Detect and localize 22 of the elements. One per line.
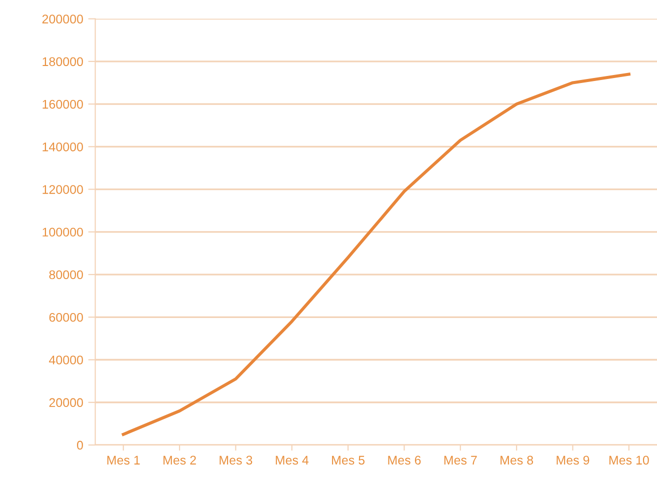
x-tick-label: Mes 1 [107, 456, 140, 465]
x-tick-label: Mes 2 [164, 456, 196, 465]
y-tick-label: 160000 [42, 100, 83, 109]
y-tick-label: 20000 [49, 398, 83, 408]
x-tick-label: Mes 9 [556, 456, 590, 465]
y-tick-label: 180000 [42, 57, 83, 66]
y-tick-label: 200000 [42, 14, 83, 24]
y-tick-label: 60000 [49, 312, 83, 322]
y-tick-label: 80000 [49, 270, 83, 280]
y-tick-label: 120000 [42, 185, 83, 194]
x-tick-label: Mes 4 [276, 456, 309, 465]
y-tick-label: 100000 [42, 228, 83, 237]
x-tick-label: Mes 10 [609, 456, 649, 465]
x-tick-label: Mes 5 [332, 456, 365, 465]
x-tick-label: Mes 7 [444, 456, 477, 465]
y-tick-label: 0 [76, 440, 83, 450]
x-tick-label: Mes 6 [388, 456, 421, 465]
y-tick-label: 140000 [42, 142, 83, 152]
y-tick-label: 40000 [48, 356, 83, 364]
line-series [122, 72, 630, 436]
x-tick-label: Mes 8 [500, 456, 534, 465]
x-tick-label: Mes 3 [220, 456, 252, 465]
